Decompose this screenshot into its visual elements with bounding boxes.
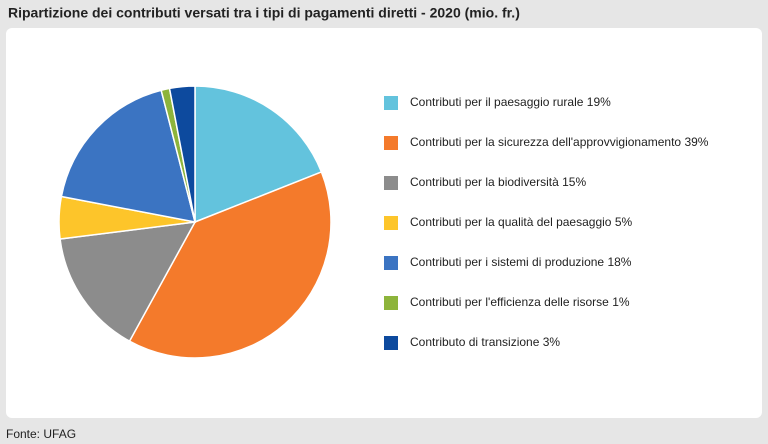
pie-slice: [168, 85, 196, 223]
legend-entry: Contributi per i sistemi di produzione 1…: [410, 255, 632, 269]
legend-label: Contributi per la qualità del paesaggio: [410, 215, 612, 229]
legend-swatch: [384, 296, 398, 310]
legend-swatch: [384, 176, 398, 190]
legend-swatch: [384, 136, 398, 150]
legend-entry: Contributi per il paesaggio rurale 19%: [410, 95, 611, 109]
pie-slice: [128, 170, 332, 359]
chart-title: Ripartizione dei contributi versati tra …: [8, 5, 520, 21]
source: Fonte: UFAG: [6, 427, 76, 441]
pie-slice: [194, 85, 323, 224]
legend-label: Contributi per l'efficienza delle risors…: [410, 295, 609, 309]
legend-label: Contributi per la biodiversità: [410, 175, 559, 189]
legend-entry: Contributo di transizione 3%: [410, 335, 560, 349]
value-label: 19%: [587, 95, 611, 109]
legend-entry: Contributi per la qualità del paesaggio …: [410, 215, 632, 229]
value-label: 5%: [615, 215, 633, 229]
legend-swatch: [384, 96, 398, 110]
legend-entry: Contributi per la biodiversità 15%: [410, 175, 586, 189]
legend-swatch: [384, 216, 398, 230]
legend-label: Contributo di transizione: [410, 335, 540, 349]
pie-slice: [60, 89, 197, 223]
legend-entry: Contributi per l'efficienza delle risors…: [410, 295, 630, 309]
value-label: 15%: [562, 175, 586, 189]
value-label: 39%: [684, 135, 708, 149]
legend-label: Contributi per i sistemi di produzione: [410, 255, 604, 269]
legend-swatch: [384, 256, 398, 270]
legend-swatch: [384, 336, 398, 350]
legend-entry: Contributi per la sicurezza dell'approvv…: [410, 135, 709, 149]
value-label: 3%: [543, 335, 561, 349]
value-label: 1%: [612, 295, 630, 309]
legend-label: Contributi per il paesaggio rurale: [410, 95, 584, 109]
legend-label: Contributi per la sicurezza dell'approvv…: [410, 135, 681, 149]
pie-slice: [59, 221, 197, 343]
value-label: 18%: [607, 255, 631, 269]
